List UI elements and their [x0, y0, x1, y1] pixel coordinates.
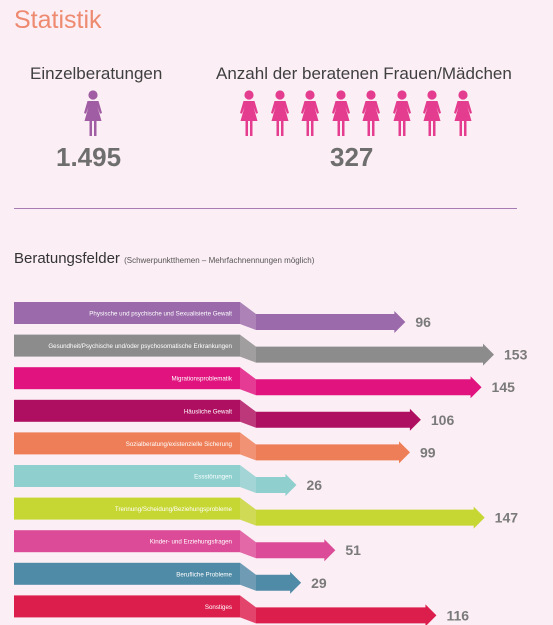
value-arrow-bar	[256, 474, 297, 496]
woman-icon	[240, 90, 258, 136]
woman-icon	[301, 90, 319, 136]
chart-row: Kinder- und Erziehungsfragen 51	[14, 530, 361, 562]
chart-row: Sozialberatung/existenzielle Sicherung 99	[14, 432, 436, 464]
category-label: Kinder- und Erziehungsfragen	[150, 539, 233, 546]
category-box	[14, 497, 240, 520]
value-label: 116	[446, 607, 469, 623]
category-box	[14, 465, 240, 487]
section-heading: Beratungsfelder (Schwerpunktthemen – Meh…	[14, 250, 314, 267]
value-arrow-bar	[256, 376, 482, 399]
category-label: Physische und psychische und Sexualisier…	[89, 311, 232, 318]
woman-icon	[331, 90, 350, 136]
value-label: 145	[492, 379, 516, 395]
value-label: 26	[306, 477, 322, 493]
chart-row: Gesundheit/Psychische und/oder psychosom…	[14, 334, 528, 366]
counselling-fields-chart: Physische und psychische und Sexualisier…	[14, 302, 528, 625]
woman-icon	[423, 90, 441, 136]
value-arrow-bar	[256, 604, 437, 625]
women-count-value: 327	[330, 142, 374, 172]
category-box	[14, 432, 240, 455]
section-subtitle: (Schwerpunktthemen – Mehrfachnennungen m…	[124, 256, 315, 265]
category-label: Trennung/Scheidung/Beziehungsprobleme	[115, 506, 233, 513]
connector-ribbon	[240, 399, 256, 428]
value-label: 99	[420, 444, 436, 460]
woman-icon	[453, 90, 472, 136]
connector-ribbon	[240, 367, 256, 396]
connector-ribbon	[240, 334, 256, 363]
category-box	[14, 530, 240, 553]
chart-row: Berufliche Probleme 29	[14, 562, 327, 594]
category-box	[14, 595, 240, 618]
single-counselling-value: 1.495	[56, 142, 122, 172]
category-label: Häusliche Gewalt	[184, 408, 232, 415]
value-arrow-bar	[256, 539, 336, 562]
category-label: Sozialberatung/existenzielle Sicherung	[126, 441, 233, 448]
connector-ribbon	[240, 465, 256, 493]
chart-row: Häusliche Gewalt 106	[14, 399, 455, 431]
woman-icon	[270, 90, 289, 136]
value-arrow-bar	[256, 571, 302, 594]
women-count-label: Anzahl der beratenen Frauen/Mädchen	[216, 64, 512, 83]
section-title: Beratungsfelder	[14, 250, 120, 267]
category-box	[14, 334, 240, 357]
connector-ribbon	[240, 497, 256, 526]
connector-ribbon	[240, 432, 256, 461]
value-label: 153	[504, 347, 528, 363]
chart-row: Essstörungen 26	[14, 465, 322, 496]
value-arrow-bar	[256, 343, 494, 366]
value-arrow-bar	[256, 408, 421, 431]
value-label: 51	[345, 542, 361, 558]
category-label: Essstörungen	[194, 474, 232, 481]
connector-ribbon	[240, 302, 256, 330]
chart-row: Sonstiges 116	[14, 595, 469, 625]
chart-row: Migrationsproblematik 145	[14, 367, 516, 399]
category-label: Migrationsproblematik	[171, 376, 232, 383]
value-label: 29	[311, 575, 327, 591]
woman-icon	[84, 90, 102, 136]
women-count-icons	[234, 90, 478, 138]
connector-ribbon	[240, 595, 256, 624]
connector-ribbon	[240, 530, 256, 559]
category-box	[14, 367, 240, 390]
single-counselling-icons	[78, 90, 108, 138]
category-box	[14, 562, 240, 585]
value-label: 147	[495, 510, 519, 526]
category-label: Berufliche Probleme	[176, 571, 232, 578]
connector-ribbon	[240, 562, 256, 591]
category-label: Sonstiges	[205, 604, 232, 611]
single-counselling-label: Einzelberatungen	[30, 64, 163, 83]
value-label: 106	[431, 412, 455, 428]
chart-row: Trennung/Scheidung/Beziehungsprobleme 147	[14, 497, 519, 529]
page-title: Statistik	[14, 6, 102, 34]
category-label: Gesundheit/Psychische und/oder psychosom…	[48, 343, 232, 350]
category-box	[14, 302, 240, 324]
section-divider	[14, 208, 517, 209]
value-label: 96	[415, 314, 431, 330]
woman-icon	[392, 90, 411, 136]
chart-row: Physische und psychische und Sexualisier…	[14, 302, 431, 333]
category-box	[14, 399, 240, 422]
woman-icon	[362, 90, 380, 136]
value-arrow-bar	[256, 311, 406, 333]
value-arrow-bar	[256, 506, 485, 529]
value-arrow-bar	[256, 441, 410, 464]
